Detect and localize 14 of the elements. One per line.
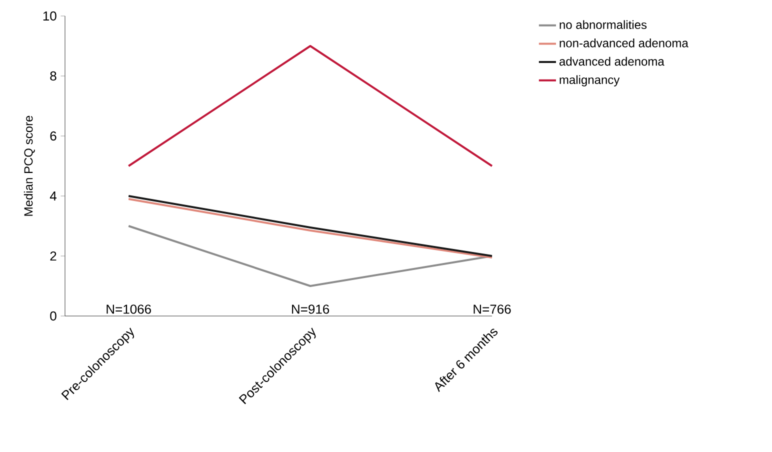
y-tick-label: 0 bbox=[50, 311, 56, 321]
legend-label: no abnormalities bbox=[560, 20, 647, 30]
annotation: N=916 bbox=[292, 304, 330, 314]
y-tick-label: 10 bbox=[43, 11, 56, 21]
annotation: N=766 bbox=[474, 304, 511, 314]
legend-label: non-advanced adenoma bbox=[560, 38, 688, 48]
y-tick-label: 6 bbox=[50, 131, 56, 141]
annotation: N=1066 bbox=[106, 304, 151, 314]
legend-label: advanced adenoma bbox=[559, 56, 664, 66]
y-tick-label: 8 bbox=[50, 71, 56, 81]
y-tick-label: 2 bbox=[50, 251, 56, 261]
legend-label: malignancy bbox=[560, 75, 620, 86]
y-tick-label: 4 bbox=[50, 192, 56, 200]
y-axis-title: Median PCQ score bbox=[24, 116, 35, 216]
